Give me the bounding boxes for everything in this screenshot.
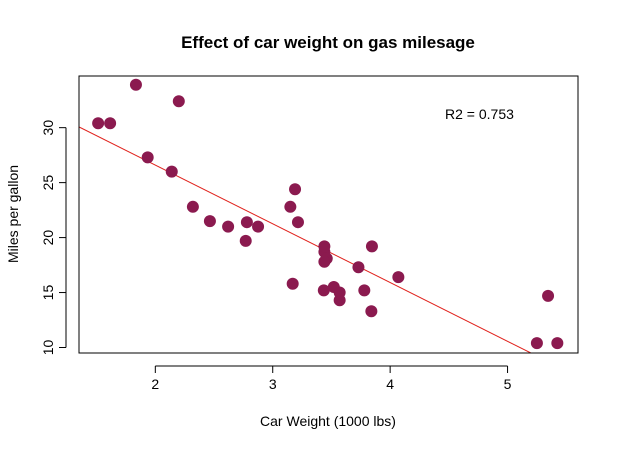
x-tick-label: 4: [386, 376, 394, 392]
data-point: [186, 200, 199, 213]
chart-title: Effect of car weight on gas milesage: [181, 33, 475, 52]
r2-annotation: R2 = 0.753: [445, 106, 514, 122]
y-tick-label: 15: [40, 285, 56, 301]
data-point: [240, 216, 253, 229]
data-points: [92, 78, 564, 350]
data-point: [129, 78, 142, 91]
data-point: [318, 240, 331, 253]
data-point: [141, 151, 154, 164]
data-point: [92, 117, 105, 130]
data-point: [222, 220, 235, 233]
y-tick-label: 10: [40, 340, 56, 356]
data-point: [352, 261, 365, 274]
y-axis: 10 15 20 25 30: [40, 120, 67, 356]
x-tick-label: 3: [269, 376, 277, 392]
data-point: [165, 165, 178, 178]
data-point: [289, 183, 302, 196]
data-point: [291, 216, 304, 229]
y-tick-label: 30: [40, 120, 56, 136]
data-point: [530, 337, 543, 350]
data-point: [172, 95, 185, 108]
data-point: [252, 220, 265, 233]
data-point: [542, 289, 555, 302]
data-point: [551, 337, 564, 350]
data-point: [318, 255, 331, 268]
y-axis-label: Miles per gallon: [5, 165, 21, 263]
data-point: [365, 305, 378, 318]
data-point: [317, 284, 330, 297]
x-tick-label: 2: [151, 376, 159, 392]
data-point: [358, 284, 371, 297]
data-point: [104, 117, 117, 130]
plot-frame: [78, 75, 579, 354]
data-point: [392, 271, 405, 284]
y-tick-label: 20: [40, 230, 56, 246]
data-point: [365, 240, 378, 253]
data-point: [203, 215, 216, 228]
y-tick-label: 25: [40, 175, 56, 191]
x-axis: 2 3 4 5: [151, 365, 512, 392]
data-point: [239, 234, 252, 247]
x-axis-label: Car Weight (1000 lbs): [260, 413, 396, 429]
data-point: [286, 277, 299, 290]
data-point: [333, 286, 346, 299]
x-tick-label: 5: [504, 376, 512, 392]
data-point: [284, 200, 297, 213]
